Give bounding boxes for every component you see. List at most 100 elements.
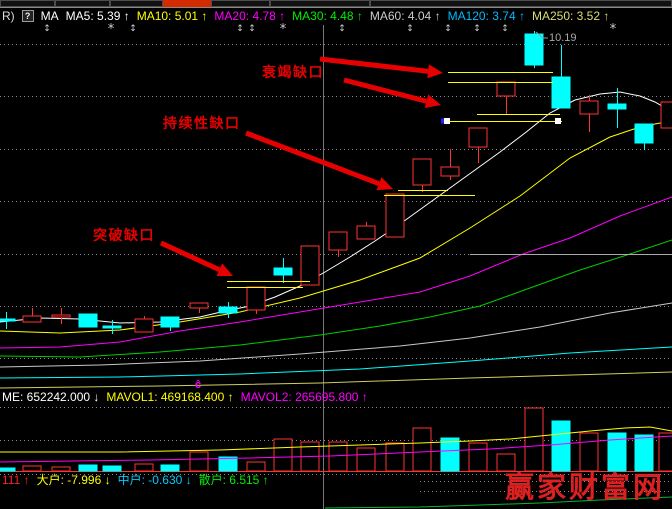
tab-segment-3[interactable] (163, 0, 211, 7)
volume-bar-down (634, 434, 654, 472)
annotation-exhaustion-gap: 衰竭缺口 (262, 64, 324, 80)
tab-segment-1[interactable] (55, 0, 110, 7)
annotation-arrow-shaft (245, 130, 380, 186)
annotation-breakout-gap: 突破缺口 (93, 227, 155, 243)
volume-bar-up (51, 466, 71, 472)
volume-bar-down (160, 464, 180, 472)
star-marker-icon: * (610, 22, 617, 37)
retail-line (324, 496, 672, 509)
volume-bar-down (607, 432, 627, 472)
volume-indicator-header: ME: 652242.000 ↓ MAVOL1: 469168.400 ↑ MAVO… (2, 390, 368, 404)
gap-line-handle[interactable] (555, 118, 561, 124)
volume-bar-down (218, 456, 238, 472)
candle-up (660, 101, 672, 129)
annotation-arrow-head (376, 177, 393, 191)
candle-down (273, 267, 293, 276)
volume-bar-up (22, 465, 42, 472)
mavol-item-2: MAVOL2: 265695.800 ↑ (240, 390, 368, 404)
candle-down (634, 123, 654, 144)
volume-bar-up (412, 427, 432, 472)
mavol-item-1: MAVOL1: 469168.400 ↑ (106, 390, 234, 404)
candle-up (385, 193, 405, 238)
price-tick (535, 31, 548, 39)
volume-bar-up (273, 438, 293, 472)
high-price-label: 10.19 (549, 32, 577, 44)
candle-down (78, 313, 98, 328)
candle-up (440, 166, 460, 177)
mavol-line-MAVOL1 (0, 426, 672, 453)
signal-marker: ĉ (195, 379, 201, 391)
ma-item-3: MA30: 4.48 ↑ (292, 9, 363, 23)
header-prefix: R) (2, 9, 15, 23)
volume-bar-up (246, 461, 266, 472)
tab-segment-5[interactable] (270, 0, 370, 7)
volume-bar-down (0, 467, 16, 472)
volume-bar-down (102, 465, 122, 472)
gap-line-handle-accent[interactable] (441, 118, 445, 124)
candle-up (22, 315, 42, 323)
tab-segment-6[interactable] (370, 0, 672, 7)
volume-bar-up (134, 463, 154, 472)
candle-down (551, 76, 571, 109)
ma-line-MA120 (0, 346, 672, 379)
volume-bar-up (356, 447, 376, 472)
ma-item-6: MA250: 3.52 ↑ (531, 9, 610, 23)
watermark-logo: 赢家财富网 (505, 472, 666, 504)
volume-bar-up (385, 442, 405, 472)
candle-up (246, 286, 266, 311)
updown-marker-icon: ↕ (406, 24, 414, 34)
mavol-line-MAVOL2 (0, 435, 672, 463)
candle-up (328, 231, 348, 251)
help-icon[interactable]: ? (21, 10, 34, 22)
updown-marker-icon: ↕ (473, 24, 481, 34)
updown-marker-icon: ↕ (501, 24, 509, 34)
ma-line-MA60 (0, 302, 672, 368)
volume-bar-down (440, 437, 460, 472)
tab-strip-divider (0, 7, 672, 8)
tab-segment-0[interactable] (0, 0, 55, 7)
candle-up (412, 158, 432, 186)
ma-indicator-header: R) ? MA MA5: 5.39 ↑ MA10: 5.01 ↑ MA20: 4.7… (2, 9, 609, 23)
annotation-arrow-head (424, 94, 441, 109)
fund-item-0: 111 ↑ (2, 473, 30, 487)
updown-marker-icon: ↕ (236, 24, 244, 34)
candle-down (218, 306, 238, 314)
ma-item-4: MA60: 4.04 ↑ (369, 9, 441, 23)
candle-up (134, 318, 154, 333)
volume-bar-down (78, 464, 98, 472)
tab-segment-2[interactable] (110, 0, 163, 7)
tab-strip (0, 0, 672, 8)
tab-segment-4[interactable] (211, 0, 270, 7)
annotation-arrow-shaft (159, 240, 221, 273)
candle-up (300, 245, 320, 286)
ma-line-MA250 (0, 371, 672, 389)
annotation-arrow-head (427, 64, 443, 79)
updown-marker-icon: ↕ (43, 24, 51, 34)
updown-marker-icon: ↕ (129, 24, 137, 34)
star-marker-icon: * (280, 22, 287, 37)
updown-marker-icon: ↕ (248, 24, 256, 34)
candle-up (496, 81, 516, 97)
volume-bar-up (658, 432, 672, 472)
ma-label: MA (40, 9, 59, 23)
candle-down (524, 33, 544, 66)
ma-line-MA20 (0, 196, 672, 349)
ma-item-5: MA120: 3.74 ↑ (447, 9, 525, 23)
candle-up (468, 127, 488, 148)
volume-bar-up (524, 407, 544, 472)
fund-flow-status-bar: 111 ↑ 大户: -7.996 ↓ 中户: -0.630 ↓ 散户: 6.515 ↑ (2, 473, 269, 487)
candle-down (607, 103, 627, 110)
volume-bar-up (468, 442, 488, 472)
updown-marker-icon: ↕ (338, 24, 346, 34)
candle-down (160, 316, 180, 328)
annotation-arrow-shaft (343, 77, 428, 104)
ma-item-0: MA5: 5.39 ↑ (65, 9, 130, 23)
candle-down (0, 318, 16, 322)
mavol-item-0: ME: 652242.000 ↓ (2, 390, 100, 404)
ma-line-MA5 (0, 91, 672, 324)
ma-item-1: MA10: 5.01 ↑ (136, 9, 208, 23)
ma-item-2: MA20: 4.78 ↑ (214, 9, 286, 23)
gap-line-handle[interactable] (444, 118, 450, 124)
